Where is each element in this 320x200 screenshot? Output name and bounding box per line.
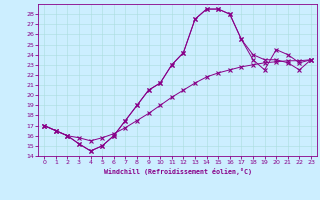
X-axis label: Windchill (Refroidissement éolien,°C): Windchill (Refroidissement éolien,°C) [104, 168, 252, 175]
